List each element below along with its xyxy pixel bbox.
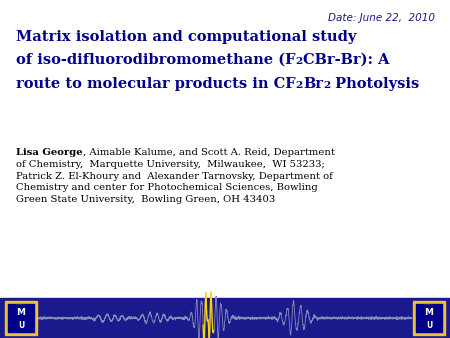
Text: route to molecular products in CF: route to molecular products in CF: [16, 77, 296, 91]
Bar: [416, 304, 442, 332]
Text: of Chemistry,  Marquette University,  Milwaukee,  WI 53233;
Patrick Z. El-Khoury: of Chemistry, Marquette University, Milw…: [16, 148, 333, 204]
Text: 2: 2: [296, 56, 303, 66]
Bar: [5, 301, 37, 335]
Text: Lisa George: Lisa George: [16, 148, 83, 157]
Text: M: M: [424, 309, 433, 317]
Bar: [413, 301, 445, 335]
Text: U: U: [18, 321, 24, 330]
Text: 2: 2: [323, 80, 330, 90]
Text: Br: Br: [303, 77, 323, 91]
Text: of iso-difluorodibromomethane (F: of iso-difluorodibromomethane (F: [16, 53, 296, 67]
Text: Photolysis: Photolysis: [330, 77, 419, 91]
Text: 2: 2: [296, 80, 303, 90]
Bar: [0, 298, 450, 338]
Text: Matrix isolation and computational study: Matrix isolation and computational study: [16, 30, 356, 44]
Text: ········: ········: [16, 303, 26, 307]
Text: U: U: [426, 321, 432, 330]
Text: ········: ········: [424, 303, 434, 307]
Text: , Aimable Kalume, and Scott A. Reid, Department: , Aimable Kalume, and Scott A. Reid, Dep…: [83, 148, 334, 157]
Text: M: M: [17, 309, 26, 317]
Bar: [8, 304, 34, 332]
Text: Date: June 22,  2010: Date: June 22, 2010: [328, 13, 435, 23]
Text: CBr-Br): A: CBr-Br): A: [303, 53, 389, 67]
